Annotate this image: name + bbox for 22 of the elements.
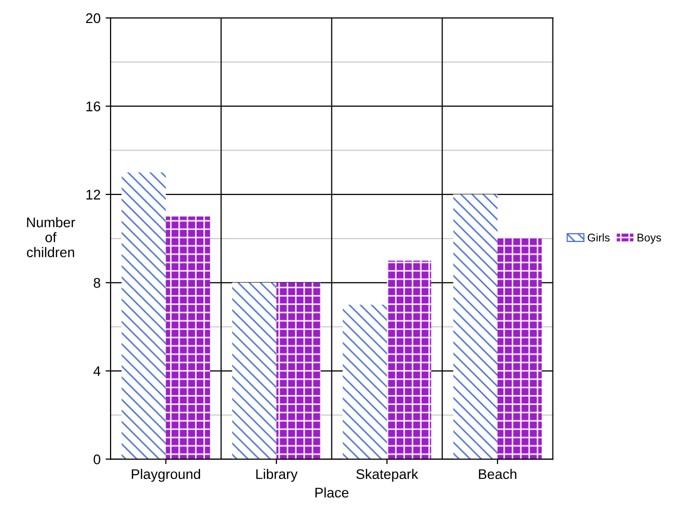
x-tick-label: Beach [478, 468, 516, 480]
bar [122, 172, 166, 460]
bar [166, 216, 210, 460]
y-tick-label: 8 [94, 278, 100, 288]
bar [232, 282, 276, 460]
x-axis-title: Place [315, 487, 348, 498]
bar [453, 194, 498, 460]
x-tick-label: Skatepark [356, 468, 418, 482]
y-tick-label: 0 [94, 454, 100, 464]
y-tick-label: 4 [93, 366, 100, 376]
legend-label: Boys [638, 234, 662, 244]
bar [276, 282, 321, 460]
y-tick-label: 12 [86, 190, 100, 200]
y-tick-label: 20 [86, 13, 100, 24]
bar [498, 238, 542, 460]
x-tick-label: Library [256, 468, 298, 482]
y-tick-label: 16 [86, 102, 100, 112]
x-tick-label: Playground [132, 468, 200, 482]
bar [386, 260, 432, 460]
bar [342, 304, 387, 460]
y-axis-title: Number of children [26, 217, 76, 258]
legend-label: Girls [588, 233, 610, 242]
